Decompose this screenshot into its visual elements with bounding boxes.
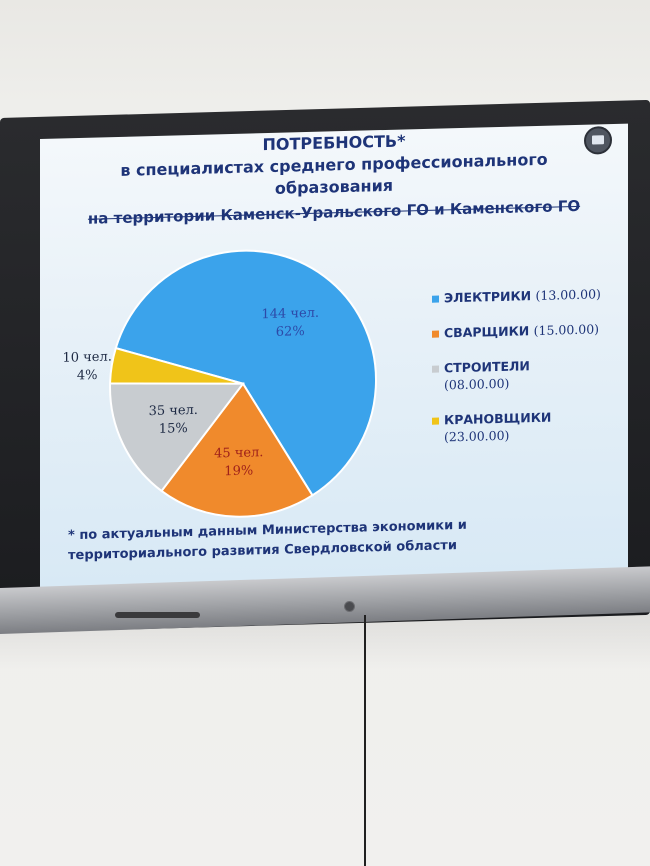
pie-count-label-electricians: 144 чел. [261,306,319,323]
legend-label-crane-operators: КРАНОВЩИКИ [444,409,552,428]
pie-slice-crane-operators [109,346,244,385]
legend-swatch-welders [432,330,439,338]
legend-swatch-builders [432,365,439,373]
legend-item-welders: СВАРЩИКИ (15.00.00) [432,321,601,340]
pie-percent-label-electricians: 62% [276,324,305,340]
legend-code-builders: (08.00.00) [444,375,510,393]
legend-code-crane-operators: (23.00.00) [444,427,510,445]
legend-code-electricians: (13.00.00) [535,286,601,304]
pie-count-label-welders: 45 чел. [214,445,263,461]
pie-slice-welders [160,381,314,518]
legend-label-welders: СВАРЩИКИ [444,323,530,341]
pie-percent-label-crane-operators: 4% [77,368,98,384]
power-indicator-icon [345,602,354,611]
legend-item-electricians: ЭЛЕКТРИКИ (13.00.00) [432,286,601,305]
legend-label-builders: СТРОИТЕЛИ [444,358,530,376]
pie-slice-electricians [114,249,377,497]
pen-tray [115,612,200,618]
pie-count-label-crane-operators: 10 чел. [63,350,112,366]
chart-legend: ЭЛЕКТРИКИ (13.00.00) СВАРЩИКИ (15.00.00)… [432,286,601,464]
legend-item-builders: СТРОИТЕЛИ (08.00.00) [432,356,601,392]
pie-chart: 144 чел.62% 45 чел. 19% 35 чел. 15% 10 чел. 4% [63,249,377,518]
legend-label-electricians: ЭЛЕКТРИКИ [444,288,532,306]
legend-swatch-electricians [432,295,439,303]
pie-slice-builders [109,382,245,493]
pie-count-label-builders: 35 чел. [149,403,198,419]
legend-item-crane-operators: КРАНОВЩИКИ (23.00.00) [432,408,601,444]
pie-percent-label-builders: 15% [159,421,188,437]
pie-percent-label-welders: 19% [224,463,253,479]
legend-code-welders: (15.00.00) [533,321,600,339]
power-cable [364,615,366,866]
projected-slide: ПОТРЕБНОСТЬ* в специалистах среднего про… [40,123,628,589]
legend-swatch-crane-operators [432,417,439,425]
